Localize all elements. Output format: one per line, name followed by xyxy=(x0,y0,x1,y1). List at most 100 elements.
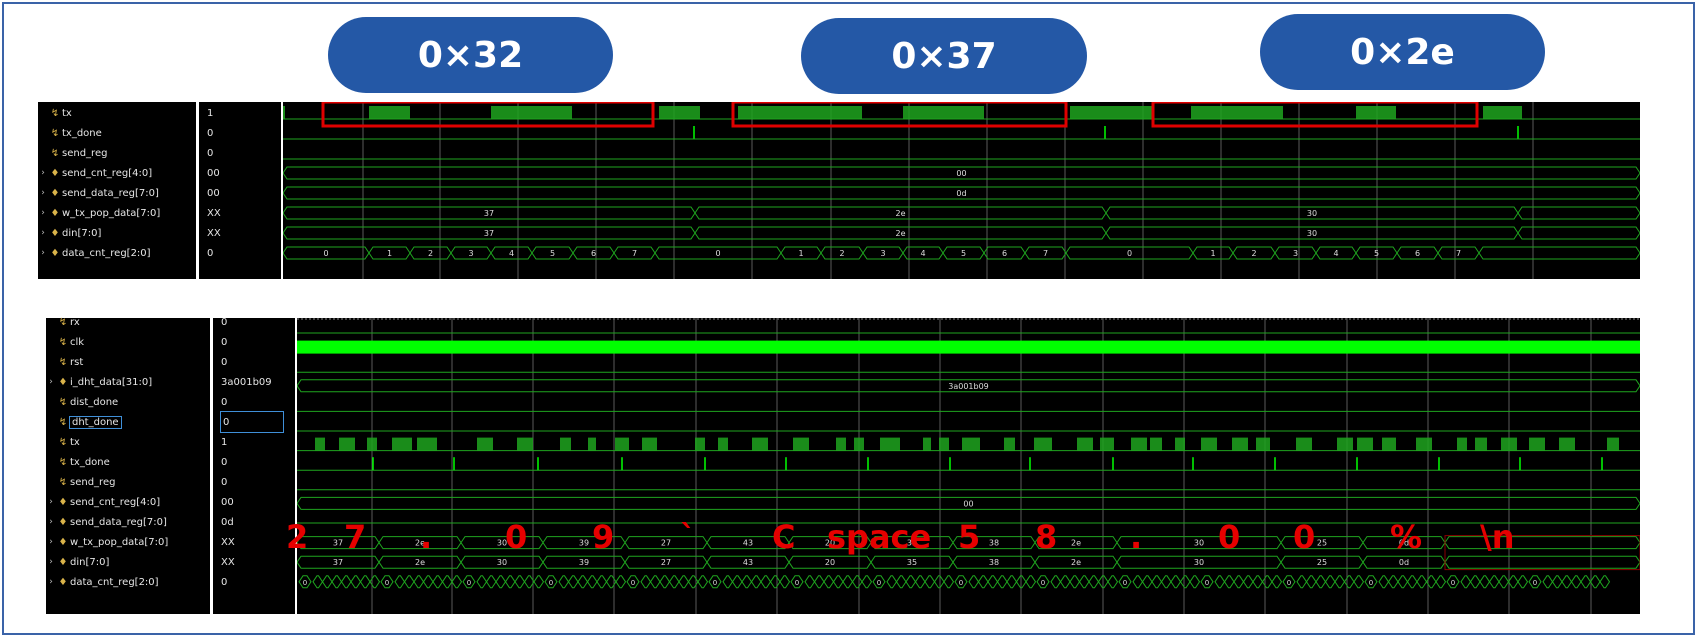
tx-pulse xyxy=(369,106,410,119)
data-cnt-segment xyxy=(943,575,955,589)
bit-signal-icon: ↯ xyxy=(58,336,68,348)
pop-data-label: 30 xyxy=(497,539,507,548)
din-label: 2e xyxy=(1071,558,1081,567)
data-cnt-segment xyxy=(1252,575,1264,589)
data-cnt-segment xyxy=(1460,575,1472,589)
expand-arrow-icon[interactable]: › xyxy=(49,557,53,567)
bottom-signal-row[interactable]: ↯ rx xyxy=(46,312,80,332)
bottom-signal-row[interactable]: › ♦ send_cnt_reg[4:0] xyxy=(46,492,160,512)
expand-arrow-icon[interactable]: › xyxy=(41,168,45,178)
din-label: 27 xyxy=(661,558,671,567)
data-cnt-segment xyxy=(668,575,680,589)
data-cnt-segment xyxy=(1570,575,1582,589)
data-cnt-segment xyxy=(1498,575,1510,589)
expand-arrow-icon[interactable]: › xyxy=(41,208,45,218)
data-cnt-segment xyxy=(1006,575,1018,589)
bottom-signal-row[interactable]: ↯ dht_done xyxy=(46,412,122,432)
top-signal-row[interactable]: ↯ tx_done xyxy=(38,123,102,143)
top-signal-row[interactable]: › ♦ send_cnt_reg[4:0] xyxy=(38,163,152,183)
data-cnt-segment xyxy=(369,575,381,589)
expand-arrow-icon[interactable]: › xyxy=(41,248,45,258)
data-cnt-label: 0 xyxy=(549,579,553,587)
data-cnt-segment xyxy=(380,575,394,589)
signal-value: 0 xyxy=(221,396,228,408)
top-signal-row[interactable]: › ♦ data_cnt_reg[2:0] xyxy=(38,243,150,263)
data-cnt-segment xyxy=(1478,246,1640,260)
data-cnt-segment xyxy=(968,575,980,589)
bottom-signal-row[interactable]: › ♦ data_cnt_reg[2:0] xyxy=(46,572,158,592)
tx-pulse xyxy=(752,437,768,451)
bottom-signal-row[interactable]: ↯ rst xyxy=(46,352,83,372)
pop-data-label: 30 xyxy=(1307,209,1317,218)
data-cnt-label: 1 xyxy=(798,249,803,258)
data-cnt-segment xyxy=(1324,575,1336,589)
bottom-signal-row[interactable]: ↯ tx xyxy=(46,432,80,452)
expand-arrow-icon[interactable]: › xyxy=(41,228,45,238)
signal-value: 0 xyxy=(207,127,214,139)
decoded-char-label: 0 xyxy=(505,518,528,556)
expand-arrow-icon[interactable]: › xyxy=(41,188,45,198)
signal-name: dht_done xyxy=(69,415,122,429)
data-cnt-segment xyxy=(350,575,362,589)
highlight-box xyxy=(731,102,1068,128)
top-signal-row[interactable]: › ♦ w_tx_pop_data[7:0] xyxy=(38,203,160,223)
data-cnt-label: 0 xyxy=(1205,579,1209,587)
expand-arrow-icon[interactable]: › xyxy=(49,577,53,587)
data-cnt-label: 3 xyxy=(1293,249,1298,258)
top-signal-row[interactable]: › ♦ send_data_reg[7:0] xyxy=(38,183,159,203)
signal-value: 0 xyxy=(221,456,228,468)
bottom-waveform-canvas[interactable]: 3a001b09 00 37 2e 30 39 27 43 20 35 38 2e 30 25 0d 37 2e… xyxy=(295,318,1640,614)
bottom-signal-row[interactable]: ↯ send_reg xyxy=(46,472,116,492)
top-signal-row[interactable]: › ♦ din[7:0] xyxy=(38,223,101,243)
data-cnt-segment xyxy=(842,575,854,589)
data-cnt-segment xyxy=(1242,575,1254,589)
data-cnt-segment xyxy=(933,575,945,589)
data-cnt-segment xyxy=(615,575,627,589)
data-cnt-segment xyxy=(1118,575,1132,589)
signal-value: 0 xyxy=(221,576,228,588)
pop-data-label: 39 xyxy=(579,539,589,548)
bottom-signal-row[interactable]: › ♦ w_tx_pop_data[7:0] xyxy=(46,532,168,552)
data-cnt-segment xyxy=(987,575,999,589)
data-cnt-label: 0 xyxy=(1123,579,1127,587)
signal-value: 0d xyxy=(221,516,234,528)
top-waveform-canvas[interactable]: 00 0d 37 2e 30 37 2e 30 0 1 2 3 4 5 6 7 0 1 2 3 4 5 6 7 0 1 2 3 4 5 6 7 xyxy=(281,102,1640,279)
bit-signal-icon: ↯ xyxy=(58,316,68,328)
data-cnt-segment xyxy=(485,575,497,589)
bottom-signal-row[interactable]: › ♦ din[7:0] xyxy=(46,552,109,572)
data-cnt-label: 7 xyxy=(1043,249,1048,258)
top-signal-row[interactable]: ↯ send_reg xyxy=(38,143,108,163)
pop-data-label: 38 xyxy=(989,539,999,548)
bottom-signal-row[interactable]: ↯ clk xyxy=(46,332,84,352)
data-cnt-segment xyxy=(832,575,844,589)
signal-value: 0 xyxy=(221,336,228,348)
data-cnt-segment xyxy=(769,575,781,589)
expand-arrow-icon[interactable]: › xyxy=(49,497,53,507)
expand-arrow-icon[interactable]: › xyxy=(49,377,53,387)
highlight-box xyxy=(321,102,655,128)
tx-pulse xyxy=(695,437,705,451)
bottom-signal-row[interactable]: ↯ dist_done xyxy=(46,392,118,412)
bottom-signal-row[interactable]: › ♦ send_data_reg[7:0] xyxy=(46,512,167,532)
data-cnt-segment xyxy=(605,575,617,589)
data-cnt-segment xyxy=(298,575,312,589)
data-cnt-segment xyxy=(567,575,579,589)
data-cnt-segment xyxy=(697,575,709,589)
data-cnt-label: 0 xyxy=(323,249,328,258)
tx-pulse xyxy=(417,437,437,451)
tx-pulse xyxy=(1175,437,1185,451)
data-cnt-segment xyxy=(1334,575,1346,589)
data-cnt-segment xyxy=(790,575,804,589)
expand-arrow-icon[interactable]: › xyxy=(49,537,53,547)
bottom-signal-row[interactable]: › ♦ i_dht_data[31:0] xyxy=(46,372,152,392)
top-signal-row[interactable]: ↯ tx xyxy=(38,103,72,123)
signal-name: rst xyxy=(70,356,84,368)
data-cnt-label: 0 xyxy=(385,579,389,587)
bus-signal-icon: ♦ xyxy=(58,516,68,528)
expand-arrow-icon[interactable]: › xyxy=(49,517,53,527)
signal-value: 0 xyxy=(221,316,228,328)
data-cnt-segment xyxy=(895,575,907,589)
bottom-signal-row[interactable]: ↯ tx_done xyxy=(46,452,110,472)
data-cnt-segment xyxy=(1179,575,1191,589)
send-cnt-segment xyxy=(283,166,1640,180)
